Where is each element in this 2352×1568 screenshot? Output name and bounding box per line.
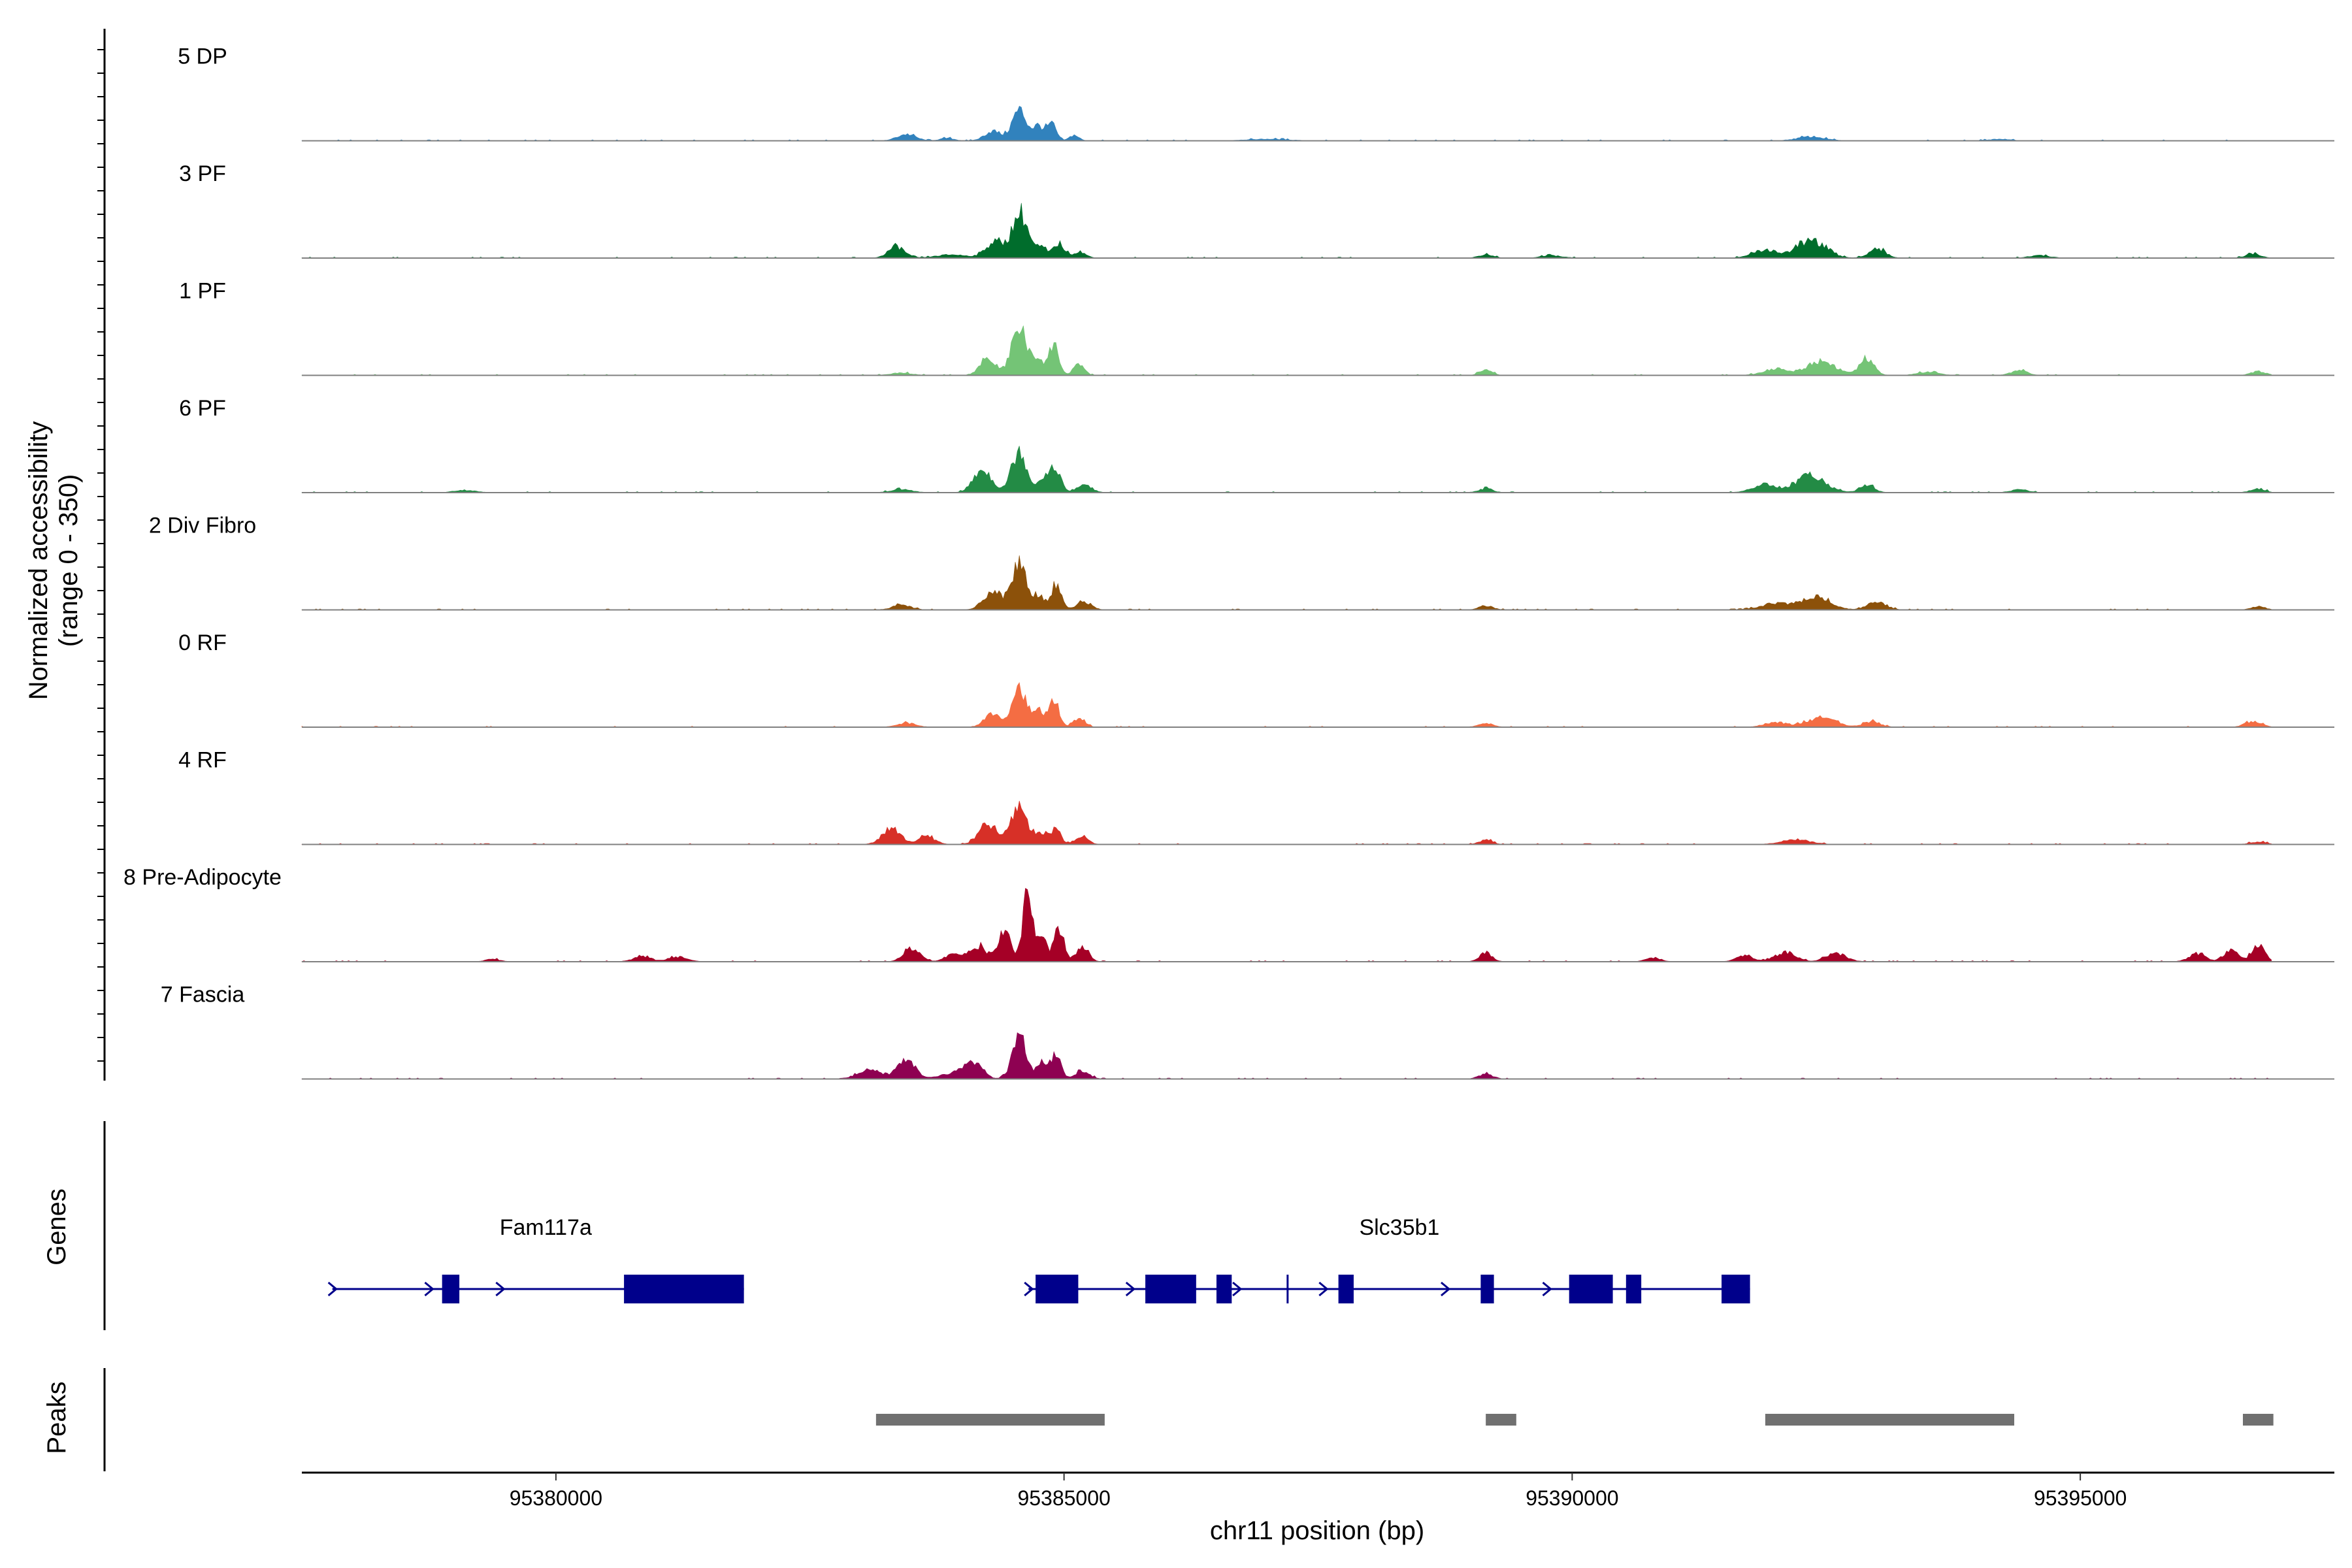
gene-exon [1722, 1275, 1750, 1303]
gene-exon [1216, 1275, 1232, 1303]
y-axis-group [97, 29, 106, 1081]
track-label: 8 Pre-Adipocyte [123, 865, 282, 890]
x-tick-label: 95385000 [1017, 1486, 1110, 1510]
track-7-fascia: 7 Fascia [161, 983, 2334, 1080]
x-axis-title: chr11 position (bp) [1210, 1516, 1424, 1545]
coverage-area [301, 1032, 2272, 1079]
gene-label: Fam117a [500, 1215, 592, 1240]
x-tick-label: 95395000 [2034, 1486, 2127, 1510]
peak-region-bar [875, 1414, 1105, 1426]
strand-arrow [495, 1281, 506, 1297]
coverage-area [301, 203, 2272, 259]
gene-exon [442, 1275, 460, 1303]
strand-arrow [1542, 1281, 1552, 1297]
coverage-area [301, 555, 2272, 610]
gene-exon [1625, 1275, 1642, 1303]
coverage-area [301, 800, 2272, 845]
coverage-area [301, 446, 2272, 493]
peaks-panel-label: Peaks [42, 1381, 71, 1454]
track-label: 3 PF [179, 161, 226, 186]
coverage-tracks: 5 DP 3 PF 1 PF 6 PF 2 Div Fibro 0 RF 4 RF 8 Pre… [123, 44, 2334, 1080]
gene-exon [1480, 1275, 1494, 1303]
strand-arrow [424, 1281, 434, 1297]
track-6-pf: 6 PF [179, 396, 2334, 493]
track-label: 7 Fascia [161, 983, 245, 1007]
peak-region-panel [103, 1368, 2274, 1471]
coverage-area [301, 325, 2272, 376]
gene-fam117a: Fam117a [327, 1215, 744, 1303]
peak-region-bar [1486, 1414, 1516, 1426]
gene-exon [624, 1275, 744, 1303]
track-label: 1 PF [179, 279, 226, 304]
strand-arrow [1232, 1281, 1243, 1297]
track-8-pre-adipocyte: 8 Pre-Adipocyte [123, 865, 2334, 962]
peak-region-bar [1765, 1414, 2015, 1426]
genes-panel-label: Genes [42, 1188, 71, 1266]
peak-region-bar [2243, 1414, 2274, 1426]
track-label: 6 PF [179, 396, 226, 421]
coverage-area [301, 888, 2272, 962]
gene-exon [1338, 1275, 1354, 1303]
x-tick-label: 95390000 [1526, 1486, 1618, 1510]
coverage-area [301, 105, 2272, 141]
gene-annotation-panel: Fam117a Slc35b1 [103, 1121, 1750, 1330]
strand-arrow [327, 1281, 338, 1297]
track-label: 2 Div Fibro [149, 514, 256, 538]
track-0-rf: 0 RF [178, 630, 2334, 728]
strand-arrow [1125, 1281, 1136, 1297]
strand-arrow [1440, 1281, 1451, 1297]
track-label: 5 DP [178, 44, 227, 69]
y-axis-title-line2: (range 0 - 350) [54, 474, 83, 647]
gene-exon [1036, 1275, 1079, 1303]
track-label: 4 RF [178, 748, 227, 773]
x-axis-group: 95380000 95385000 95390000 95395000 [302, 1471, 2334, 1510]
strand-arrow [1318, 1281, 1329, 1297]
coverage-area [301, 681, 2272, 728]
track-label: 0 RF [178, 630, 227, 655]
y-axis-title-line1: Normalized accessibility [24, 421, 53, 700]
gene-slc35b1: Slc35b1 [1024, 1215, 1750, 1303]
track-1-pf: 1 PF [179, 279, 2334, 376]
gene-label: Slc35b1 [1359, 1215, 1439, 1240]
track-4-rf: 4 RF [178, 748, 2334, 845]
track-3-pf: 3 PF [179, 161, 2334, 259]
strand-arrow [1582, 1281, 1593, 1297]
track-2-div-fibro: 2 Div Fibro [149, 514, 2334, 611]
track-5-dp: 5 DP [178, 44, 2334, 142]
x-tick-label: 95380000 [510, 1486, 602, 1510]
strand-arrow [1024, 1281, 1034, 1297]
gene-exon [1145, 1275, 1196, 1303]
